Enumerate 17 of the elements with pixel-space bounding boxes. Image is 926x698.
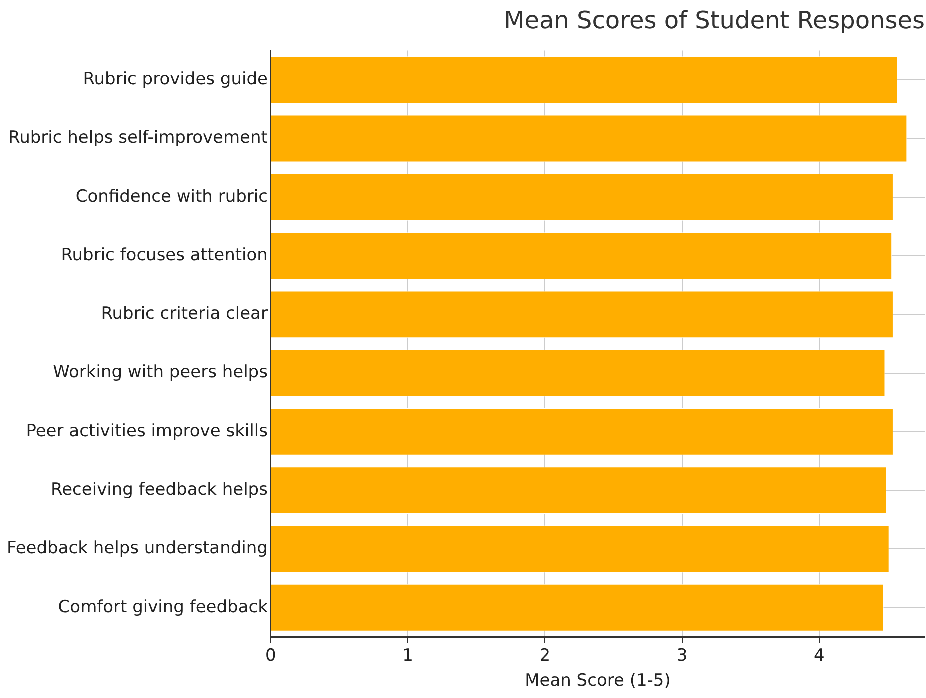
y-tick-label: Rubric provides guide	[83, 70, 268, 90]
x-tick-label: 1	[402, 646, 414, 666]
y-tick-label: Confidence with rubric	[76, 186, 268, 207]
x-tick-label: 4	[814, 646, 825, 666]
y-tick-label: Rubric focuses attention	[61, 245, 268, 266]
y-tick-label: Receiving feedback helps	[51, 480, 268, 500]
x-axis-title: Mean Score (1-5)	[525, 671, 671, 692]
x-tick-label: 3	[676, 646, 688, 666]
y-tick-label: Peer activities improve skills	[26, 421, 268, 442]
y-tick-label: Rubric criteria clear	[101, 304, 268, 324]
x-tick-label: 0	[266, 646, 276, 666]
x-tick-label: 2	[540, 646, 551, 666]
y-tick-label: Comfort giving feedback	[58, 597, 268, 618]
chart-title: Mean Scores of Student Responses	[504, 6, 925, 35]
y-tick-label: Working with peers helps	[53, 362, 268, 383]
y-tick-label: Feedback helps understanding	[7, 538, 268, 559]
y-tick-label: Rubric helps self-improvement	[8, 128, 268, 148]
